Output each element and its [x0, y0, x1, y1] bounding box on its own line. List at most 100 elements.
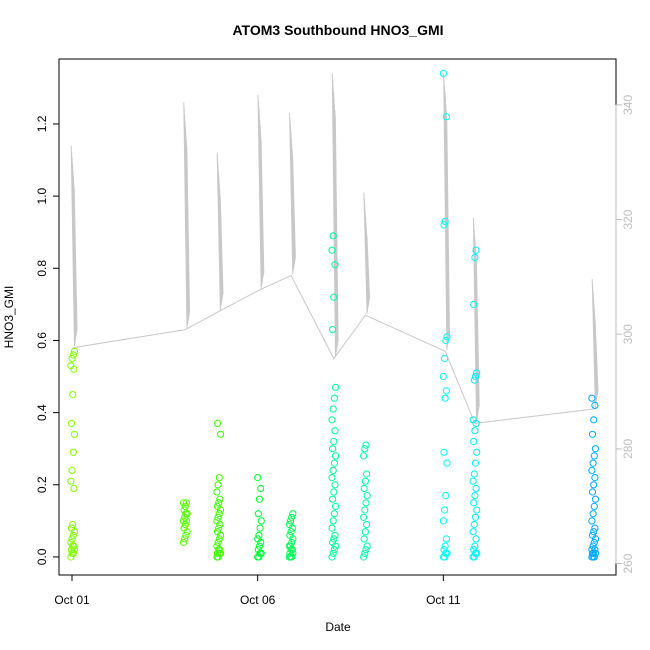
data-point [288, 538, 296, 547]
y-tick-label: 0.4 [35, 404, 49, 421]
data-point [472, 484, 480, 492]
data-point [439, 517, 447, 525]
data-point [589, 459, 597, 467]
data-point [70, 430, 79, 438]
data-point [69, 549, 77, 557]
data-point [360, 484, 368, 492]
data-point [473, 369, 481, 377]
data-point [590, 553, 598, 561]
data-point [470, 520, 478, 529]
x-tick-label: Oct 06 [240, 593, 276, 607]
data-point [215, 524, 223, 532]
data-point [591, 524, 599, 532]
data-point [179, 538, 188, 547]
data-point [213, 549, 222, 557]
data-point [470, 470, 478, 478]
data-point [469, 477, 477, 485]
data-point [286, 531, 294, 539]
data-point [442, 535, 450, 543]
data-point [255, 495, 264, 503]
data-point [213, 419, 222, 427]
data-point [213, 542, 221, 550]
y-tick-label: 0.2 [35, 476, 49, 493]
data-point [214, 481, 222, 489]
points [67, 69, 600, 561]
profile-line [216, 152, 224, 311]
data-point [443, 459, 451, 467]
data-point [361, 445, 369, 453]
profile-line [591, 279, 599, 408]
data-point [330, 293, 338, 301]
data-point [255, 531, 263, 539]
data-point [257, 484, 265, 492]
data-point [67, 419, 76, 427]
data-point [67, 538, 75, 547]
data-point [254, 546, 262, 554]
data-point [471, 542, 479, 550]
data-point [442, 492, 450, 500]
y-tick-label: 0.6 [35, 332, 49, 349]
data-point [471, 492, 479, 500]
data-point [329, 538, 337, 547]
profile-line [363, 192, 371, 314]
y-tick-label: 0.0 [35, 548, 49, 565]
data-point [588, 488, 597, 496]
y-axis: 0.0 0.2 0.4 0.6 0.8 1.0 1.2 [35, 115, 60, 565]
data-point [588, 466, 596, 474]
x-axis-label: Date [325, 620, 351, 634]
data-point [441, 354, 449, 363]
data-point [70, 546, 79, 554]
data-point [331, 261, 339, 269]
data-point [473, 506, 481, 514]
data-point [255, 542, 264, 550]
data-point [590, 416, 598, 424]
data-point [442, 113, 450, 121]
data-point [360, 513, 368, 521]
y2-tick-label: 280 [621, 439, 635, 459]
data-point [363, 520, 371, 529]
data-point [328, 524, 336, 532]
data-point [470, 437, 478, 446]
y2-tick-label: 340 [621, 95, 635, 115]
data-point [590, 528, 598, 536]
data-point [439, 372, 447, 381]
data-point [285, 520, 293, 529]
data-point [288, 553, 296, 561]
data-point [442, 336, 450, 345]
data-point [472, 246, 480, 254]
data-point [590, 502, 598, 510]
data-point [255, 553, 263, 561]
data-point [329, 466, 337, 474]
profile-line [183, 102, 190, 329]
data-point [441, 506, 449, 514]
data-point [182, 499, 191, 507]
data-point [288, 513, 296, 521]
data-point [328, 553, 336, 561]
data-point [181, 520, 189, 529]
data-point [328, 474, 336, 482]
data-point [254, 535, 262, 543]
y2-tick-label: 260 [621, 553, 635, 573]
data-point [179, 499, 188, 507]
y2-tick-label: 320 [621, 209, 635, 229]
data-point [254, 510, 262, 518]
data-point [589, 510, 597, 518]
data-point [591, 445, 600, 453]
data-point [329, 549, 337, 557]
chart-title: ATOM3 Southbound HNO3_GMI [232, 22, 443, 38]
data-point [330, 535, 338, 543]
data-point [69, 448, 77, 456]
data-point [588, 546, 596, 554]
data-point [591, 495, 600, 503]
data-point [67, 362, 75, 370]
data-point [440, 546, 448, 554]
data-point [182, 517, 191, 525]
profile-line [289, 113, 296, 275]
data-point [470, 546, 478, 554]
data-point [471, 372, 480, 381]
x-tick-label: Oct 11 [426, 593, 461, 607]
data-point [330, 510, 338, 518]
data-point [360, 535, 368, 543]
data-point [215, 474, 223, 482]
secondary-lines [70, 73, 599, 424]
